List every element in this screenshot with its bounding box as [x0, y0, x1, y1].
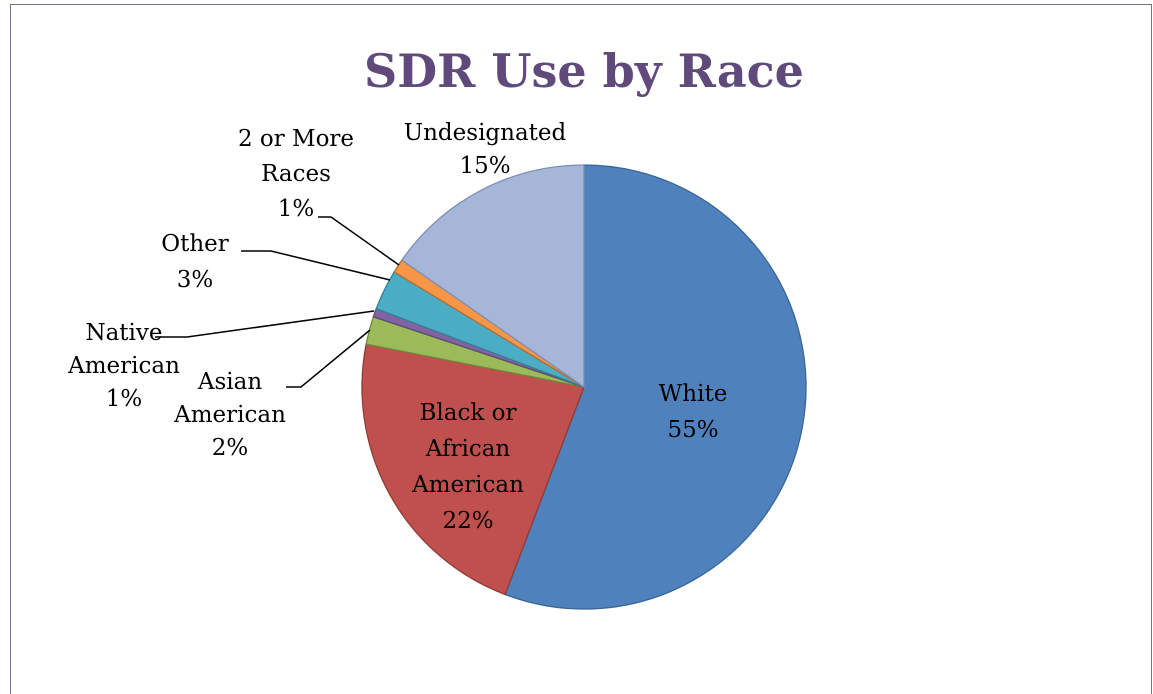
slice-label-line: 2% [212, 435, 249, 461]
slice-label-line: 15% [459, 153, 510, 179]
slice-label-line: Native [85, 320, 162, 346]
slice-label-line: American [67, 353, 180, 379]
slice-label-0: White 55% [659, 381, 728, 443]
chart-frame [10, 4, 1152, 694]
slice-label-line: Undesignated [404, 120, 567, 146]
slice-label-3: Native American 1% [67, 320, 180, 412]
slice-label-line: American [411, 472, 524, 498]
slice-label-line: 2 or More [238, 126, 354, 152]
slice-label-line: Black or [420, 400, 517, 426]
leader-line-3 [155, 310, 375, 338]
slice-label-line: 1% [278, 196, 315, 222]
slice-label-4: Other 3% [161, 231, 229, 293]
slice-label-line: 22% [442, 508, 493, 534]
slice-label-line: 1% [106, 386, 143, 412]
pie-slices [361, 164, 807, 610]
slice-label-line: 55% [667, 417, 718, 443]
slice-label-line: American [173, 402, 286, 428]
pie-slice-0 [504, 164, 807, 610]
slice-label-line: African [425, 436, 511, 462]
pie-slice-1 [361, 343, 585, 596]
slice-label-2: Asian American 2% [173, 369, 286, 461]
slice-labels: White 55%Black or African American 22%Asian A… [67, 120, 727, 534]
slice-label-line: Races [261, 161, 331, 187]
pie-chart: SDR Use by Race White 55% Black or African A… [67, 44, 807, 610]
slice-label-line: Asian [197, 369, 262, 395]
chart-title: SDR Use by Race [364, 44, 804, 98]
leader-line-4 [241, 250, 391, 281]
slice-label-5: 2 or More Races 1% [238, 126, 354, 222]
slice-label-6: Undesignated 15% [404, 120, 567, 179]
slice-label-1: Black or African American 22% [411, 400, 524, 534]
leader-line-2 [286, 329, 371, 388]
slice-label-line: 3% [177, 267, 214, 293]
leader-lines [155, 216, 400, 388]
pie-slice-6 [400, 164, 585, 389]
slice-label-line: White [659, 381, 728, 407]
slice-label-line: Other [161, 231, 229, 257]
leader-line-5 [318, 216, 400, 266]
